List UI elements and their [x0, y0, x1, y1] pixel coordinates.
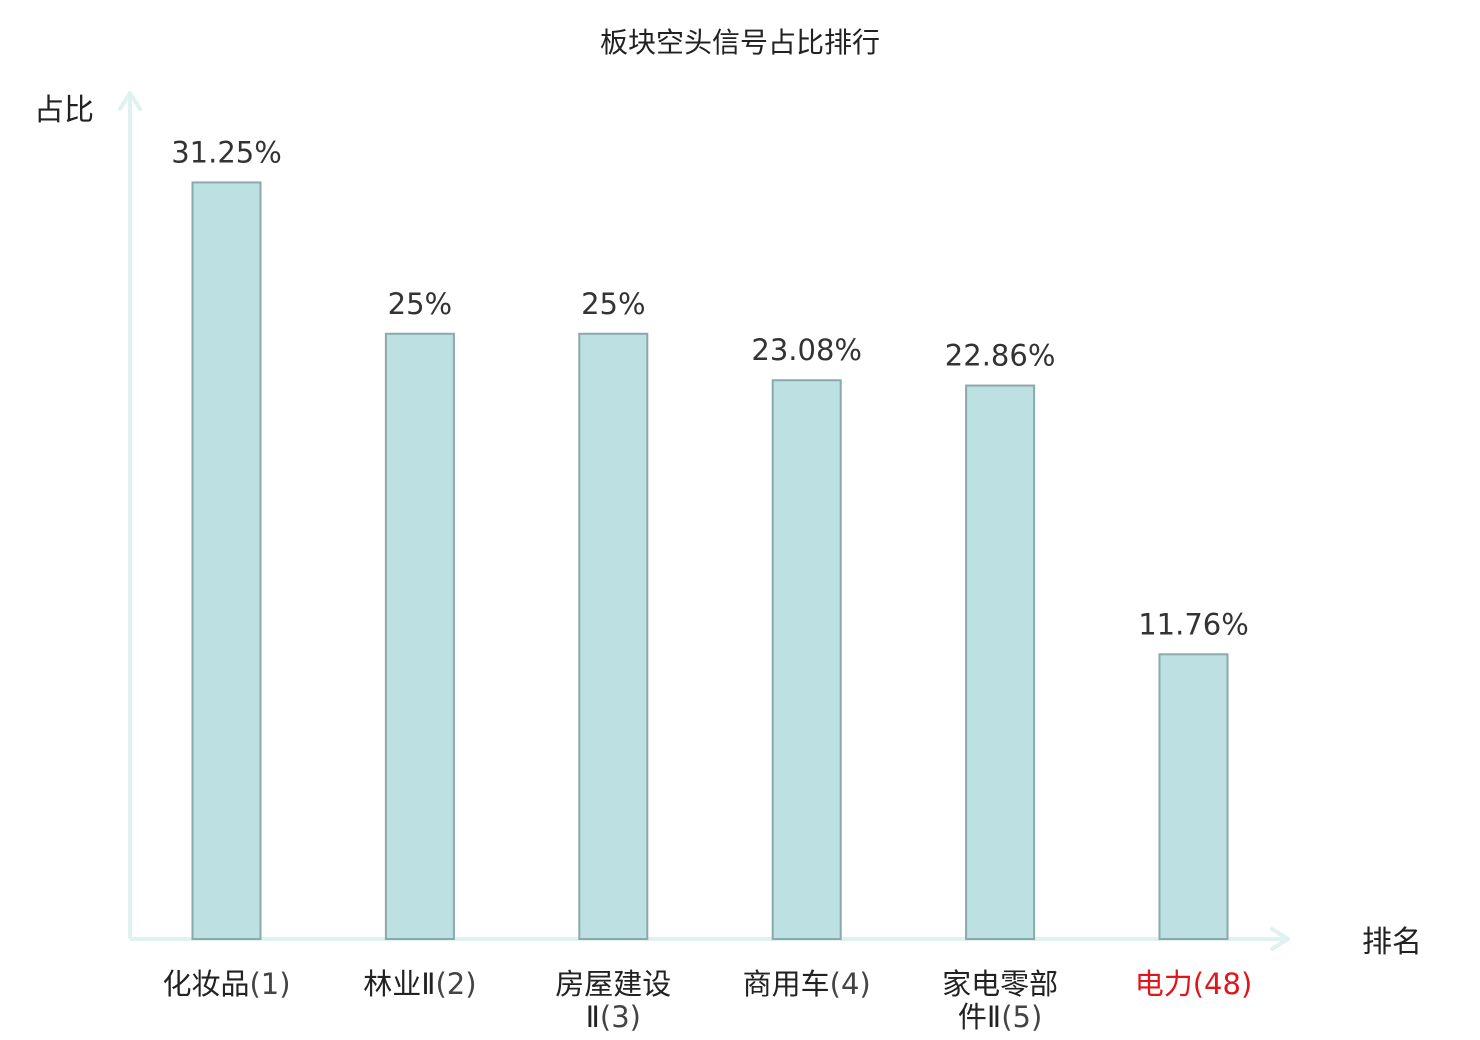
category-rank: (1) [249, 967, 290, 1001]
bar [771, 379, 842, 940]
value-labels-group: 31.25% 25% 25% 23.08% 22.86% 11.76% [171, 135, 1249, 641]
category-name: 化妆品 [162, 967, 249, 1001]
category-name: 电力 [1135, 967, 1193, 1001]
category-tick-label: 商用车(4) [743, 967, 871, 1001]
y-axis-label: 占比 [34, 93, 94, 128]
category-rank: (48) [1193, 967, 1253, 1001]
category-name: 家电零部 [942, 967, 1058, 1001]
bar [384, 332, 455, 940]
category-labels-group: 化妆品(1) 林业Ⅱ(2) 房屋建设 Ⅱ(3) 商用车(4) 家电零部件Ⅱ(5) 电力(48… [162, 967, 1252, 1034]
category-rank: (3) [600, 1000, 641, 1034]
category-tick-label: 林业Ⅱ(2) [363, 967, 476, 1001]
x-axis-arrow-icon [1270, 927, 1290, 951]
category-tick-label: 化妆品(1) [162, 967, 290, 1001]
category-name: 林业Ⅱ [363, 967, 435, 1001]
bar-value-label: 22.86% [945, 339, 1056, 373]
category-name: 件Ⅱ [958, 1000, 1001, 1034]
bar [1158, 653, 1229, 940]
x-axis-label: 排名 [1362, 925, 1422, 960]
category-tick-label: 电力(48) [1135, 967, 1253, 1001]
axes [118, 91, 1290, 951]
category-tick-label: 家电零部件Ⅱ(5) [942, 967, 1058, 1034]
bar-value-label: 31.25% [171, 135, 282, 169]
category-rank: (4) [830, 967, 871, 1001]
bar-value-label: 23.08% [751, 333, 862, 367]
category-name: 房屋建设 [555, 967, 671, 1001]
bar [965, 384, 1036, 940]
bar-value-label: 11.76% [1138, 607, 1249, 641]
category-name: Ⅱ [586, 1000, 600, 1034]
bar-value-label: 25% [388, 287, 452, 321]
bar [191, 181, 262, 940]
category-tick-label: 房屋建设 Ⅱ(3) [555, 967, 671, 1034]
chart-title: 板块空头信号占比排行 [600, 26, 880, 59]
category-rank: (2) [435, 967, 476, 1001]
bar-value-label: 25% [581, 287, 645, 321]
category-name: 商用车 [743, 967, 830, 1001]
y-axis-arrow-icon [118, 91, 142, 111]
category-rank: (5) [1001, 1000, 1042, 1034]
bars-group [191, 181, 1229, 940]
bar [578, 332, 649, 940]
